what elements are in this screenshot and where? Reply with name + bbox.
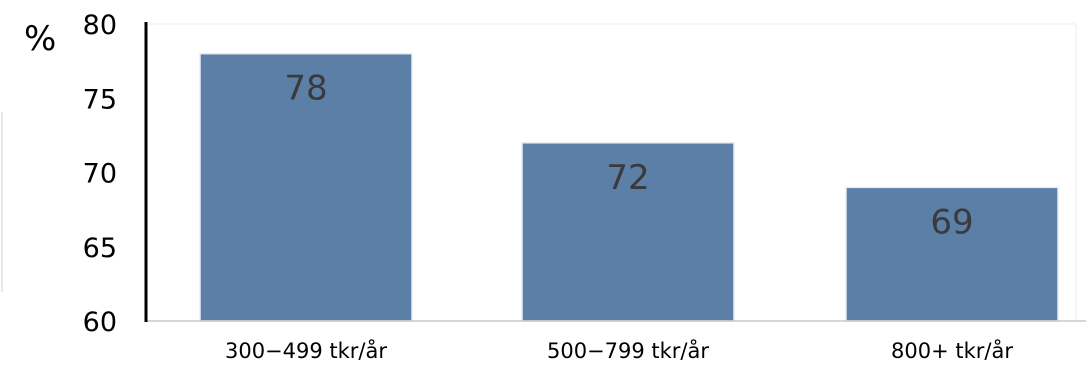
bars [199,52,1059,322]
y-tick-label: 60 [83,307,117,338]
data-labels: 78 72 69 [284,69,973,243]
x-category-label: 300−499 tkr/år [225,338,387,363]
y-tick-label: 70 [83,159,117,190]
bar-value-label: 69 [930,202,973,242]
x-axis-labels: 300−499 tkr/år 500−799 tkr/år 800+ tkr/år [225,338,1013,363]
bar [199,52,413,322]
y-tick-label: 65 [83,233,117,264]
bar [845,186,1059,322]
x-category-label: 500−799 tkr/år [547,338,709,363]
y-axis-unit-label: % [24,19,56,59]
y-axis-ticks: 60 65 70 75 80 [83,10,117,338]
y-tick-label: 75 [83,84,117,115]
x-category-label: 800+ tkr/år [891,338,1013,363]
y-tick-label: 80 [83,10,117,41]
bar [521,142,735,322]
bar-value-label: 72 [606,158,649,198]
bar-value-label: 78 [284,69,327,109]
